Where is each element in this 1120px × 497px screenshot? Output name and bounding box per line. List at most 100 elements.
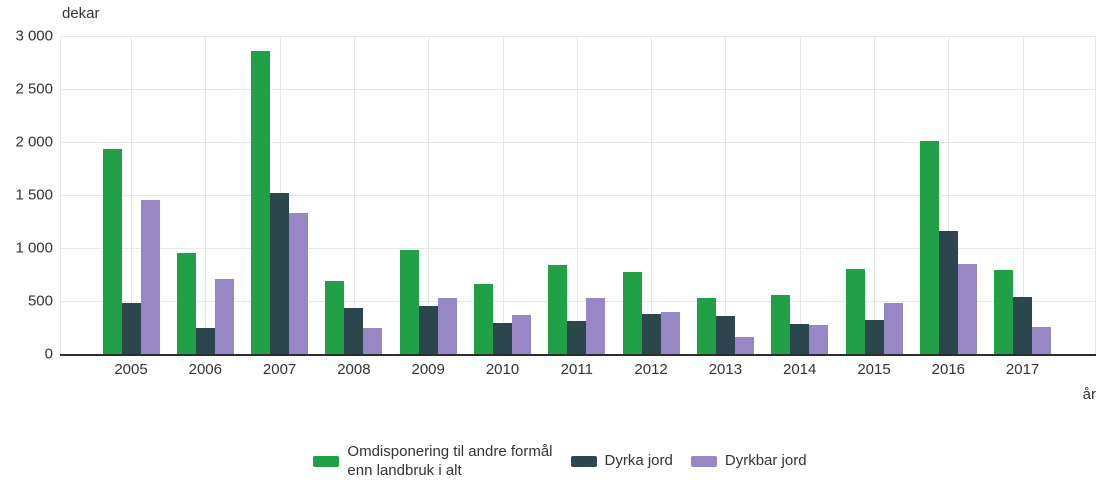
x-tick-label: 2010	[485, 361, 520, 378]
legend-label: Omdisponering til andre formål enn landb…	[347, 443, 553, 479]
y-tick-label: 2 000	[15, 133, 53, 151]
bar[interactable]	[883, 303, 903, 354]
plot-border	[60, 36, 61, 354]
x-tick-label: 2014	[783, 361, 817, 378]
bar[interactable]	[734, 336, 754, 354]
bar-group	[993, 36, 1053, 354]
x-tick-label: 2011	[560, 361, 593, 378]
bar[interactable]	[399, 250, 419, 354]
x-tick-label: 2006	[188, 361, 222, 378]
y-tick-label: 3 000	[15, 27, 53, 45]
gridline-x	[651, 36, 653, 354]
x-tick-label: 2008	[337, 361, 371, 378]
gridline-x	[576, 36, 578, 354]
y-tick-label: 0	[44, 345, 53, 363]
bar[interactable]	[251, 51, 271, 354]
bar[interactable]	[121, 302, 141, 354]
bar-group	[473, 36, 533, 354]
bar-group	[175, 36, 235, 354]
bar[interactable]	[344, 307, 364, 354]
gridline-x	[948, 36, 950, 354]
x-tick-label: 2017	[1005, 361, 1040, 378]
legend-swatch	[570, 456, 597, 468]
bar[interactable]	[790, 323, 810, 354]
legend-label: Dyrka jord	[604, 452, 673, 470]
gridline-x	[131, 36, 132, 354]
bar[interactable]	[567, 321, 587, 354]
x-tick-label: 2009	[411, 361, 445, 378]
bar[interactable]	[548, 264, 568, 354]
y-tick-label: 1 000	[15, 239, 53, 257]
x-axis-title: år	[1082, 386, 1096, 403]
bar[interactable]	[864, 319, 884, 354]
bar[interactable]	[919, 141, 939, 354]
bar[interactable]	[176, 252, 196, 354]
gridline-y	[60, 248, 1096, 249]
bar[interactable]	[586, 297, 606, 354]
bar[interactable]	[214, 279, 234, 354]
bar[interactable]	[1032, 326, 1052, 354]
bar[interactable]	[289, 212, 309, 354]
x-tick-label: 2012	[634, 361, 668, 378]
bar[interactable]	[474, 283, 493, 354]
bar[interactable]	[845, 268, 865, 354]
legend-item[interactable]: Dyrkbar jord	[690, 452, 807, 471]
bar[interactable]	[660, 312, 680, 354]
legend-item[interactable]: Dyrka jord	[570, 452, 673, 471]
bar-group	[621, 36, 681, 354]
bar-group	[398, 36, 458, 354]
bar-group	[250, 36, 310, 354]
gridline-x	[799, 36, 801, 354]
bar[interactable]	[622, 271, 642, 354]
gridline-x	[428, 36, 430, 354]
legend-label: Dyrkbar jord	[724, 452, 807, 470]
bar-group	[101, 36, 161, 354]
gridline-y	[60, 195, 1096, 196]
bar[interactable]	[994, 270, 1014, 354]
x-tick-label: 2016	[931, 361, 965, 378]
bar[interactable]	[715, 315, 735, 354]
bar[interactable]	[696, 298, 716, 354]
x-tick-label: 2007	[262, 361, 297, 378]
gridline-x	[502, 36, 504, 354]
gridline-y	[60, 89, 1096, 90]
gridline-y	[60, 301, 1096, 302]
bar[interactable]	[938, 231, 958, 354]
gridline-x	[1022, 36, 1024, 354]
x-tick-label: 2005	[114, 361, 148, 378]
bar[interactable]	[270, 192, 290, 354]
bar-group	[324, 36, 384, 354]
bar[interactable]	[102, 148, 122, 354]
bar[interactable]	[771, 294, 791, 354]
bar[interactable]	[641, 313, 661, 354]
bar[interactable]	[512, 314, 531, 354]
gridline-x	[205, 36, 207, 354]
legend: Omdisponering til andre formål enn landb…	[0, 443, 1120, 481]
bar-group	[918, 36, 978, 354]
y-axis-title: dekar	[62, 5, 100, 22]
bar-group	[770, 36, 830, 354]
gridline-y	[60, 142, 1096, 143]
gridline-x	[874, 36, 875, 354]
bar[interactable]	[493, 322, 512, 354]
legend-item[interactable]: Omdisponering til andre formål enn landb…	[313, 443, 553, 481]
plot-border	[1095, 36, 1096, 354]
y-tick-label: 500	[27, 292, 53, 310]
legend-swatch	[690, 456, 717, 468]
bar[interactable]	[325, 281, 345, 354]
bar[interactable]	[809, 324, 829, 354]
bar[interactable]	[195, 327, 215, 354]
legend-swatch	[313, 456, 340, 468]
y-tick-label: 1 500	[15, 186, 53, 204]
bar[interactable]	[437, 297, 457, 354]
bar[interactable]	[957, 264, 977, 354]
gridline-x	[725, 36, 727, 354]
bar-group	[547, 36, 607, 354]
bar[interactable]	[1013, 297, 1033, 354]
x-tick-label: 2013	[708, 361, 743, 378]
bar[interactable]	[140, 200, 160, 354]
y-tick-label: 2 500	[15, 80, 53, 98]
bar[interactable]	[418, 306, 438, 354]
bar[interactable]	[363, 327, 383, 354]
